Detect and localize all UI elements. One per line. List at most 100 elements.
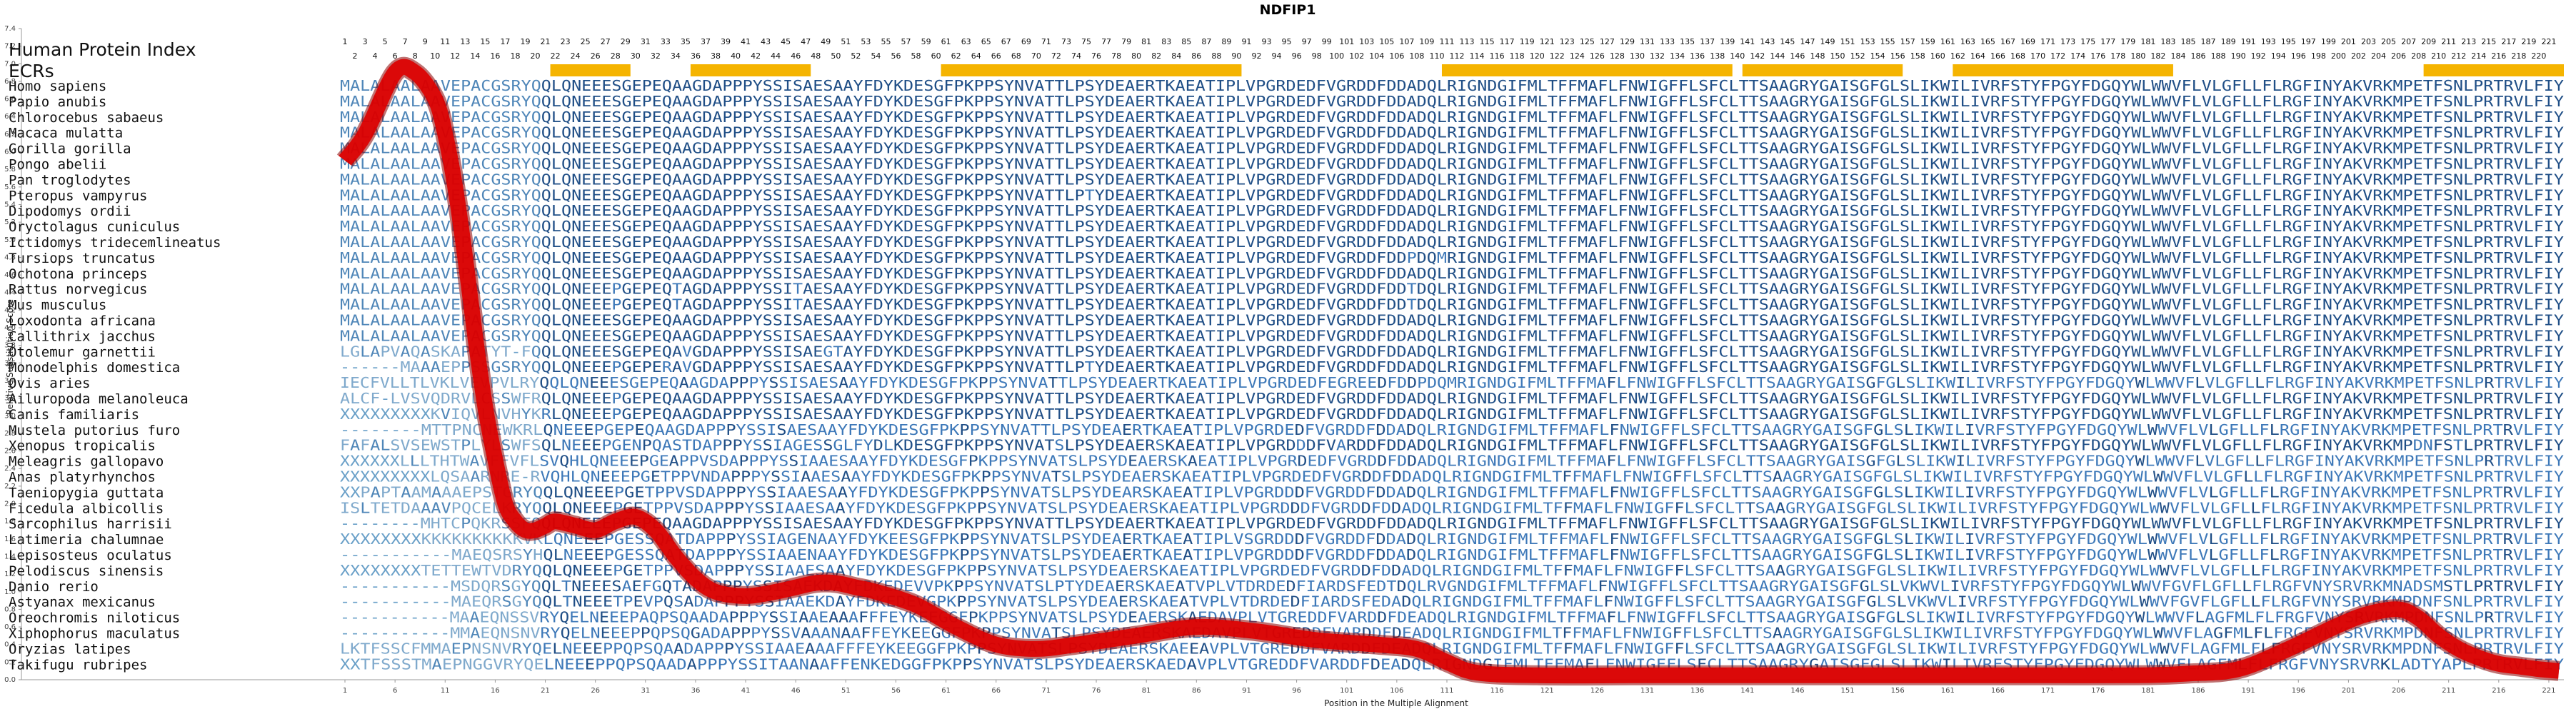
human-index-odd: 47 [801,37,811,46]
x-tick-label: 61 [941,687,951,695]
human-index-even: 128 [1610,51,1625,61]
x-tick-label: 51 [841,687,851,695]
human-index-odd: 53 [861,37,871,46]
sequence-row: -----------MAAEQNSSVRYQELNEEEPAQPSQAADAP… [340,609,2564,626]
y-tick-label: 6.8 [4,78,16,86]
x-tick-label: 171 [2041,687,2055,695]
human-index-even: 66 [991,51,1001,61]
human-index-odd: 49 [821,37,831,46]
x-tick-label: 161 [1941,687,1955,695]
human-index-odd: 5 [383,37,388,46]
human-index-even: 134 [1670,51,1685,61]
human-index-even: 104 [1369,51,1384,61]
x-tick-label: 116 [1490,687,1504,695]
species-name: Pteropus vampyrus [9,188,147,203]
x-tick-label: 31 [641,687,650,695]
human-index-odd: 57 [901,37,911,46]
x-tick-label: 136 [1690,687,1704,695]
human-index-odd: 133 [1660,37,1675,46]
human-index-even: 18 [510,51,520,61]
human-index-even: 202 [2351,51,2366,61]
human-index-odd: 37 [701,37,711,46]
human-index-even: 162 [1950,51,1965,61]
species-name: Ictidomys tridecemlineatus [9,235,221,251]
human-index-even: 64 [971,51,981,61]
y-tick-label: 2.4 [4,465,16,473]
x-tick-label: 71 [1042,687,1051,695]
human-index-odd: 15 [480,37,490,46]
species-name: Anas platyrhynchos [9,470,156,486]
species-name: Papio anubis [9,94,106,110]
human-index-odd: 125 [1580,37,1595,46]
y-tick-label: 1.8 [4,518,16,526]
human-index-even: 74 [1071,51,1081,61]
human-index-even: 22 [551,51,561,61]
y-tick-label: 2.8 [4,430,16,438]
human-index-even: 124 [1570,51,1585,61]
human-index-odd: 87 [1201,37,1211,46]
x-tick-label: 91 [1242,687,1251,695]
human-index-odd: 9 [423,37,428,46]
human-index-odd: 109 [1419,37,1434,46]
human-index-odd: 51 [841,37,851,46]
x-tick-label: 11 [441,687,450,695]
human-index-even: 164 [1970,51,1985,61]
x-tick-label: 151 [1841,687,1855,695]
species-name: Homo sapiens [9,79,106,94]
human-index-even: 92 [1251,51,1261,61]
human-index-odd: 127 [1600,37,1615,46]
x-tick-label: 26 [591,687,600,695]
y-tick-label: 5.0 [4,236,16,244]
human-index-even: 30 [631,51,641,61]
human-index-odd: 45 [781,37,791,46]
x-tick-label: 186 [2191,687,2205,695]
human-index-odd: 99 [1322,37,1332,46]
species-name: Callithrix jacchus [9,328,156,344]
human-index-odd: 23 [561,37,571,46]
y-tick-label: 7.2 [4,43,16,51]
human-index-even: 172 [2050,51,2065,61]
human-index-even: 78 [1111,51,1121,61]
human-index-even: 68 [1011,51,1021,61]
x-tick-label: 76 [1092,687,1101,695]
human-index-odd: 17 [500,37,510,46]
human-index-odd: 173 [2060,37,2075,46]
x-tick-label: 81 [1142,687,1151,695]
human-protein-index: 1 3 5 7 9 11 13 15 17 19 21 23 25 27 29 31 33 35 37 39 41 43 4… [343,37,2557,61]
human-index-even: 204 [2371,51,2386,61]
human-index-even: 106 [1389,51,1404,61]
x-tick-label: 16 [491,687,500,695]
x-tick-label: 181 [2141,687,2155,695]
human-index-odd: 141 [1740,37,1755,46]
x-tick-label: 211 [2442,687,2455,695]
human-index-even: 62 [951,51,961,61]
x-tick-label: 56 [891,687,901,695]
human-index-odd: 161 [1940,37,1955,46]
species-name: Rattus norvegicus [9,282,147,298]
human-index-even: 112 [1450,51,1465,61]
human-index-odd: 59 [921,37,931,46]
human-index-even: 196 [2291,51,2306,61]
human-index-even: 32 [651,51,661,61]
human-index-even: 114 [1470,51,1485,61]
human-index-odd: 157 [1900,37,1915,46]
human-index-odd: 71 [1041,37,1051,46]
human-index-even: 152 [1850,51,1865,61]
human-index-even: 46 [791,51,801,61]
y-tick-label: 1.4 [4,553,16,560]
y-tick-label: 3.4 [4,377,16,385]
